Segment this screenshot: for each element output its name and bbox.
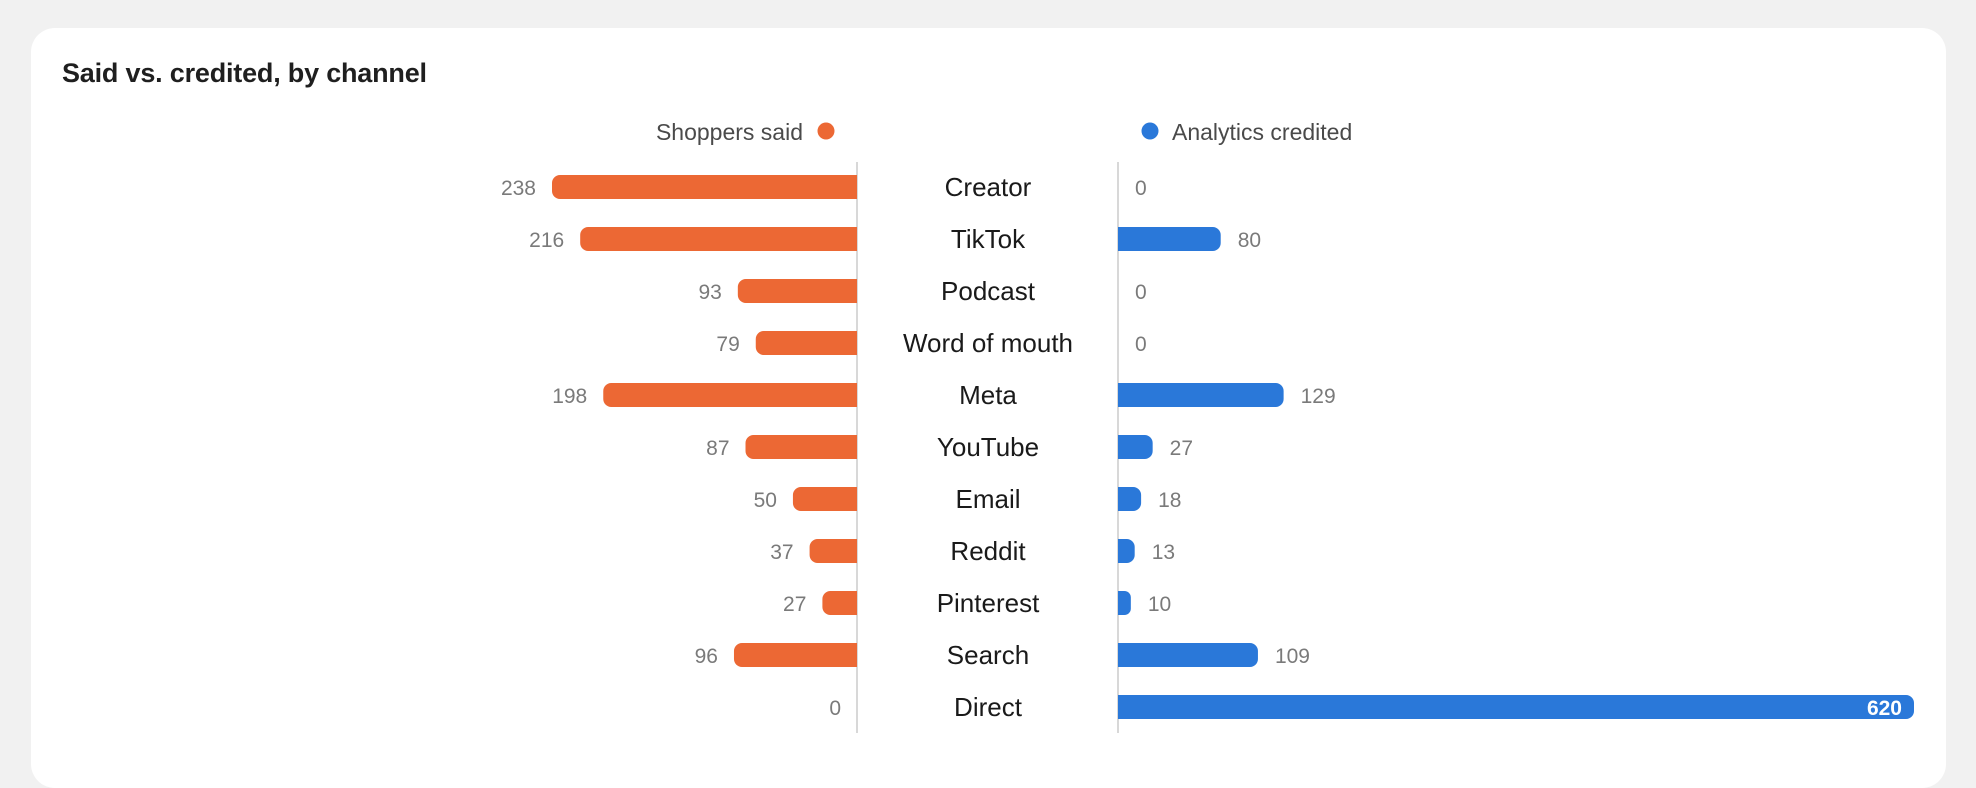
value-label-analytics-credited-youtube: 27 — [1170, 437, 1193, 460]
bar-shoppers-said-search — [733, 643, 857, 667]
diverging-bar-chart: Shoppers said Analytics credited Creator… — [501, 119, 1914, 733]
bar-analytics-credited-direct — [1118, 695, 1914, 719]
bar-shoppers-said-podcast — [737, 279, 857, 303]
value-label-analytics-credited-direct: 620 — [1867, 697, 1902, 720]
chart-card — [31, 28, 1946, 788]
value-label-analytics-credited-reddit: 13 — [1152, 541, 1175, 564]
row-direct: Direct 0 620 — [829, 692, 1914, 722]
bar-shoppers-said-pinterest — [822, 591, 857, 615]
value-label-shoppers-said-tiktok: 216 — [529, 229, 564, 252]
row-podcast: Podcast 93 0 — [698, 276, 1146, 306]
row-email: Email 50 18 — [754, 484, 1182, 514]
value-label-analytics-credited-podcast: 0 — [1135, 281, 1147, 304]
value-label-analytics-credited-tiktok: 80 — [1238, 229, 1261, 252]
bar-analytics-credited-search — [1118, 643, 1258, 667]
row-meta: Meta 198 129 — [552, 380, 1335, 410]
category-label-search: Search — [947, 640, 1029, 670]
value-label-shoppers-said-creator: 238 — [501, 177, 536, 200]
category-label-meta: Meta — [959, 380, 1017, 410]
value-label-shoppers-said-direct: 0 — [829, 697, 841, 720]
row-word-of-mouth: Word of mouth 79 0 — [716, 328, 1146, 358]
row-youtube: YouTube 87 27 — [706, 432, 1193, 462]
bar-shoppers-said-reddit — [809, 539, 857, 563]
bar-analytics-credited-email — [1118, 487, 1142, 511]
category-label-direct: Direct — [954, 692, 1023, 722]
bar-shoppers-said-email — [792, 487, 857, 511]
value-label-shoppers-said-reddit: 37 — [770, 541, 793, 564]
bar-analytics-credited-tiktok — [1118, 227, 1221, 251]
value-label-shoppers-said-pinterest: 27 — [783, 593, 806, 616]
value-label-analytics-credited-pinterest: 10 — [1148, 593, 1171, 616]
category-label-youtube: YouTube — [937, 432, 1039, 462]
category-label-creator: Creator — [945, 172, 1032, 202]
category-label-email: Email — [955, 484, 1020, 514]
category-label-word-of-mouth: Word of mouth — [903, 328, 1073, 358]
value-label-shoppers-said-meta: 198 — [552, 385, 587, 408]
category-label-pinterest: Pinterest — [937, 588, 1040, 618]
category-label-tiktok: TikTok — [951, 224, 1026, 254]
bar-analytics-credited-pinterest — [1118, 591, 1131, 615]
value-label-shoppers-said-youtube: 87 — [706, 437, 729, 460]
category-label-podcast: Podcast — [941, 276, 1036, 306]
value-label-analytics-credited-creator: 0 — [1135, 177, 1147, 200]
value-label-shoppers-said-email: 50 — [754, 489, 777, 512]
value-label-analytics-credited-word-of-mouth: 0 — [1135, 333, 1147, 356]
bar-shoppers-said-creator — [552, 175, 857, 199]
bar-shoppers-said-word-of-mouth — [755, 331, 857, 355]
legend-label-shoppers-said: Shoppers said — [656, 119, 803, 145]
row-search: Search 96 109 — [695, 640, 1310, 670]
row-creator: Creator 238 0 — [501, 172, 1147, 202]
bar-shoppers-said-meta — [603, 383, 857, 407]
row-tiktok: TikTok 216 80 — [529, 224, 1261, 254]
legend-dot-shoppers-said — [817, 122, 835, 140]
legend-dot-analytics-credited — [1141, 122, 1159, 140]
legend-label-analytics-credited: Analytics credited — [1172, 119, 1352, 145]
value-label-shoppers-said-word-of-mouth: 79 — [716, 333, 739, 356]
value-label-analytics-credited-search: 109 — [1275, 645, 1310, 668]
bar-analytics-credited-reddit — [1118, 539, 1135, 563]
bar-shoppers-said-youtube — [745, 435, 857, 459]
chart-title: Said vs. credited, by channel — [62, 58, 427, 88]
value-label-analytics-credited-email: 18 — [1158, 489, 1181, 512]
bar-analytics-credited-meta — [1118, 383, 1284, 407]
row-pinterest: Pinterest 27 10 — [783, 588, 1171, 618]
value-label-shoppers-said-podcast: 93 — [698, 281, 721, 304]
legend: Shoppers said Analytics credited — [656, 119, 1352, 145]
bar-shoppers-said-tiktok — [580, 227, 857, 251]
row-reddit: Reddit 37 13 — [770, 536, 1175, 566]
value-label-analytics-credited-meta: 129 — [1301, 385, 1336, 408]
value-label-shoppers-said-search: 96 — [695, 645, 718, 668]
category-label-reddit: Reddit — [950, 536, 1026, 566]
bar-analytics-credited-youtube — [1118, 435, 1153, 459]
